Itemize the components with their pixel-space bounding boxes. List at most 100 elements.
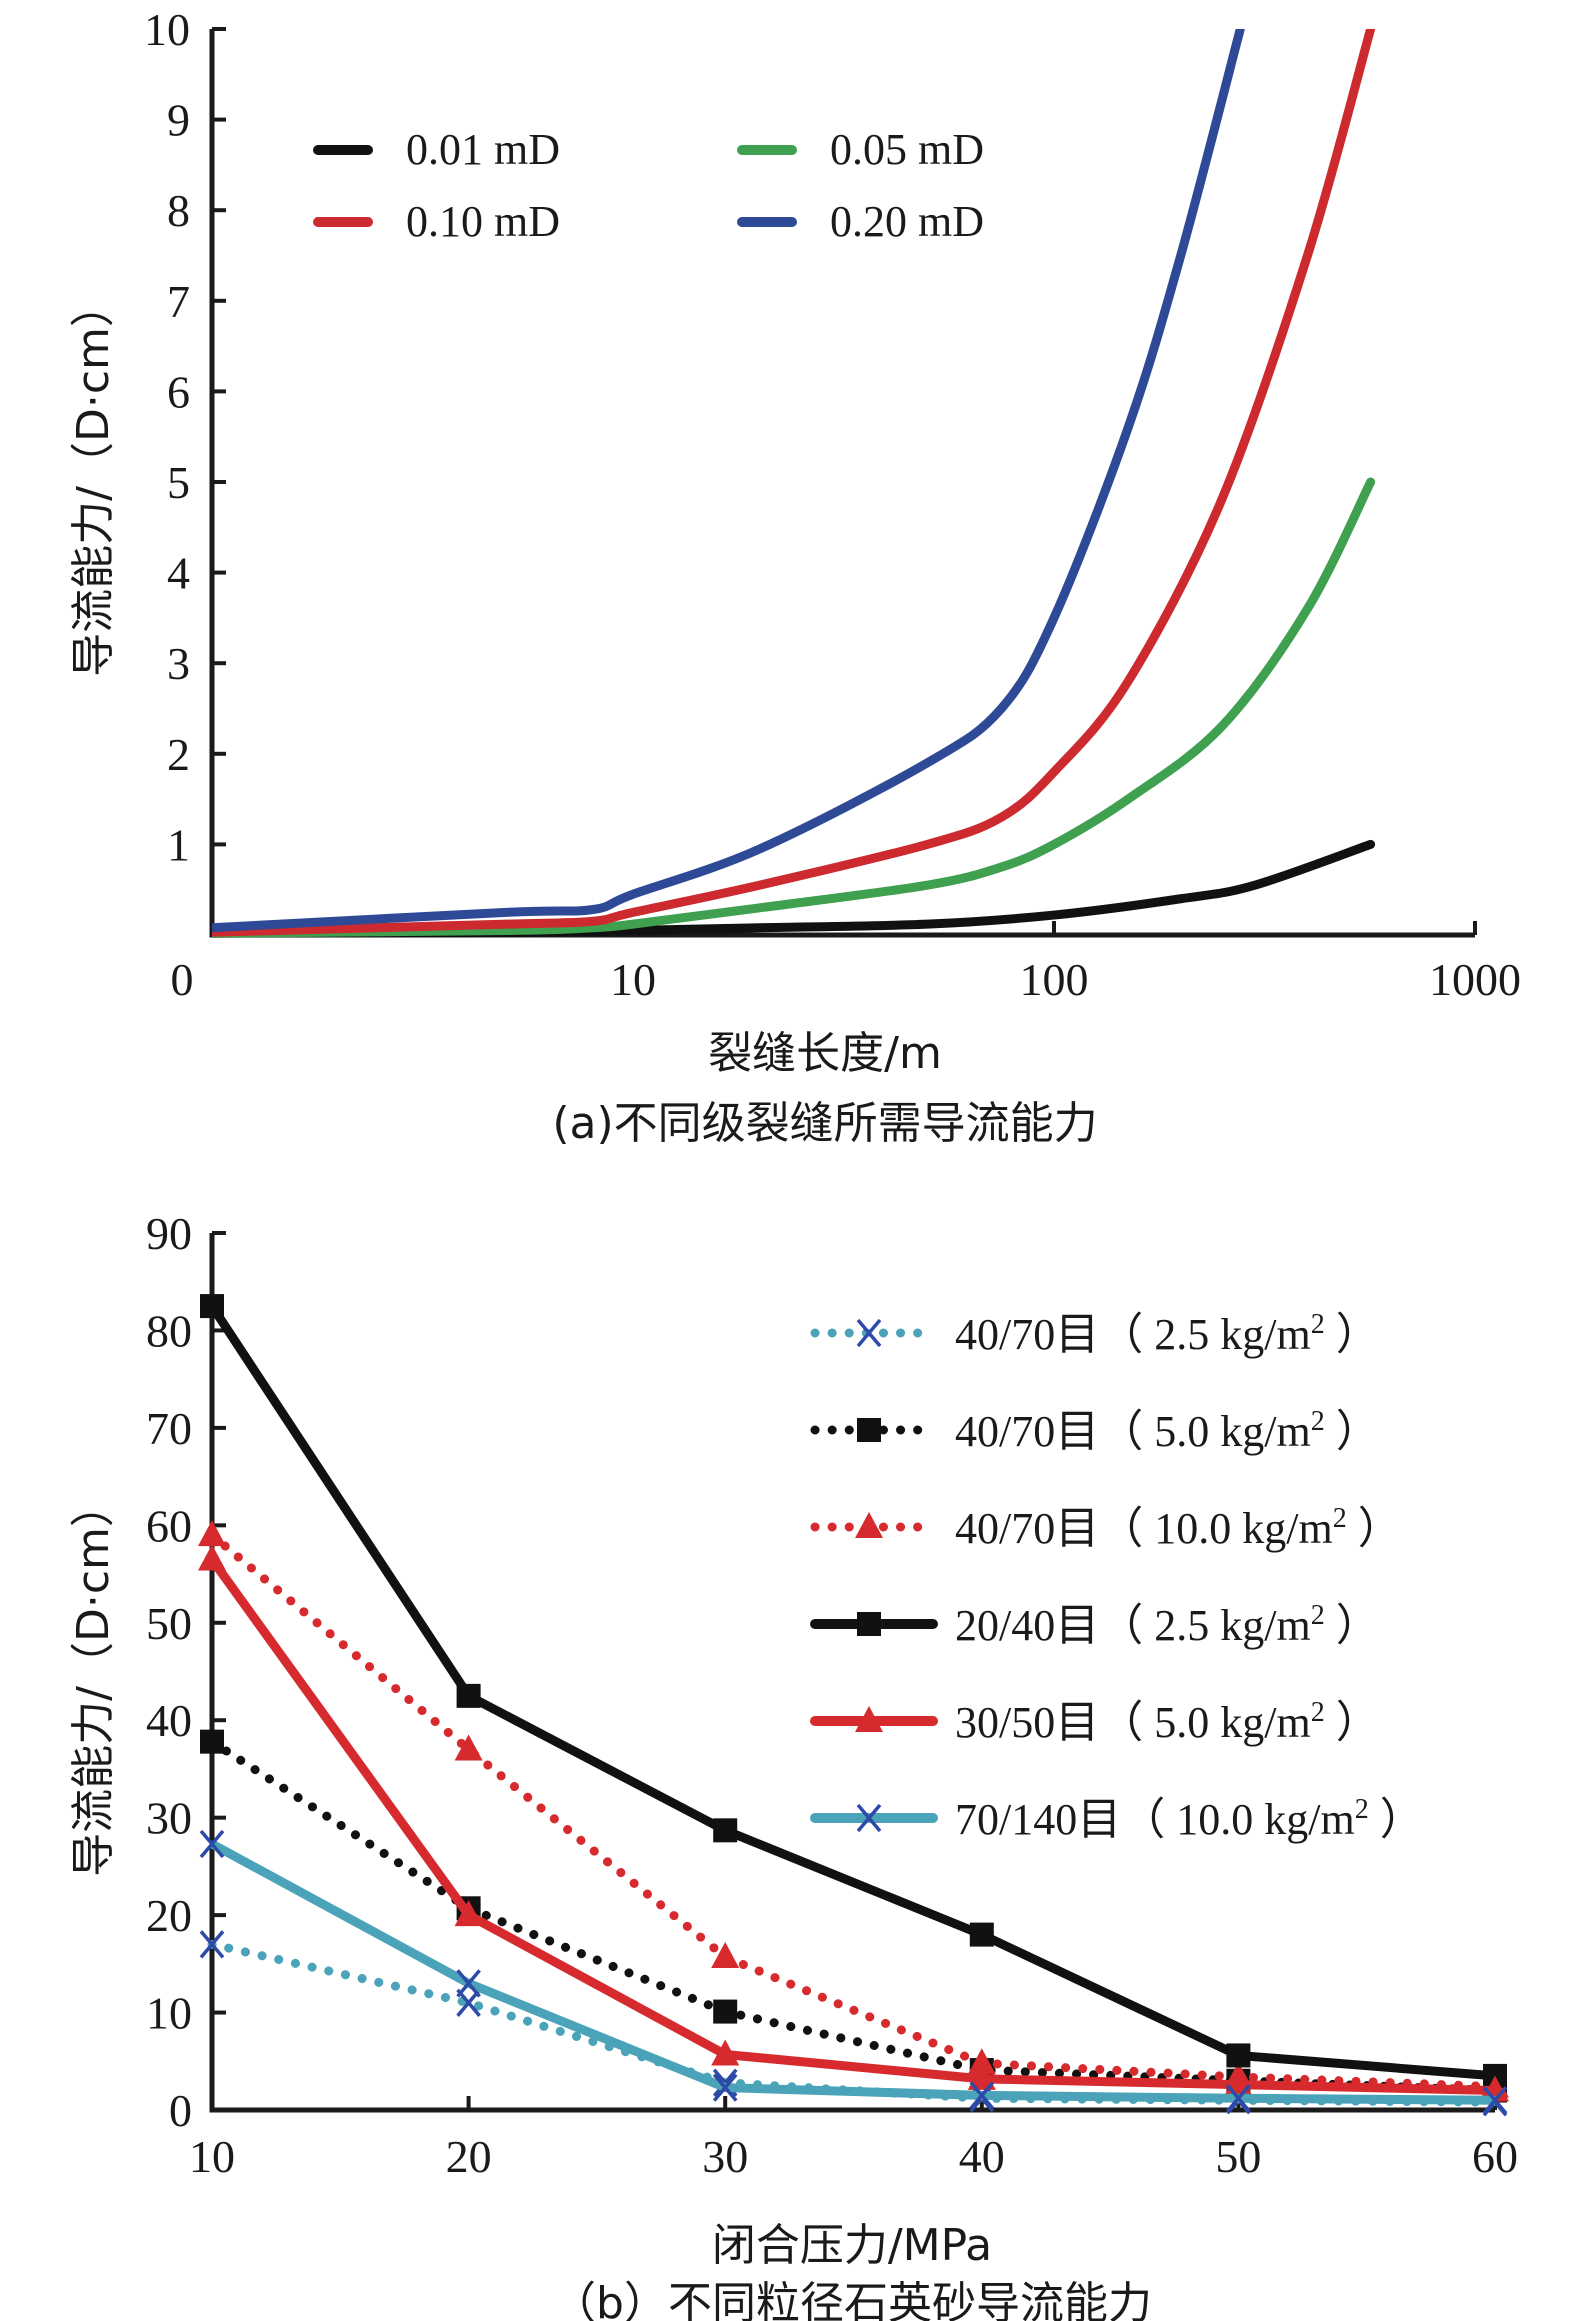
series-line-0-10-mD (212, 29, 1376, 937)
x-tick-label: 1000 (1429, 954, 1521, 1005)
x-tick-label: 100 (1020, 954, 1089, 1005)
legend-label-end: ） (1325, 1698, 1380, 1747)
y-tick-label: 10 (146, 1988, 192, 2039)
series-4 (198, 1544, 1509, 2102)
y-tick-label: 60 (146, 1500, 192, 1551)
y-tick-label: 30 (146, 1793, 192, 1844)
data-point-marker-x (199, 1829, 225, 1859)
x-tick-label: 10 (189, 2131, 235, 2182)
legend-label: 0.05 mD (830, 125, 984, 174)
legend-label: 70/140目（ 10.0 kg/m2 ） (955, 1794, 1424, 1844)
x-tick-label: 0 (171, 954, 194, 1005)
x-tick-label: 40 (959, 2131, 1005, 2182)
series-1 (200, 1729, 1507, 2103)
legend-marker-triangle (855, 1706, 883, 1732)
legend-marker-x (856, 1318, 882, 1348)
y-tick-label: 0 (169, 2085, 192, 2136)
data-point-marker-triangle (967, 2048, 996, 2075)
legend-label: 30/50目（ 5.0 kg/m2 ） (955, 1697, 1380, 1747)
series-5 (199, 1829, 1508, 2115)
y-tick-label: 7 (167, 276, 190, 327)
chart-a-series (212, 29, 1376, 938)
y-tick-label: 90 (146, 1208, 192, 1259)
series-line-0-20-mD (212, 29, 1245, 933)
y-tick-label: 40 (146, 1695, 192, 1746)
legend-label-main: 40/70目（ 10.0 kg/m (955, 1504, 1333, 1553)
y-tick-label: 6 (167, 366, 190, 417)
legend-label-end: ） (1325, 1310, 1380, 1359)
legend-label-superscript: 2 (1311, 1600, 1325, 1631)
legend-label-end: ） (1325, 1407, 1380, 1456)
data-point-marker-square (969, 1922, 994, 1947)
legend-marker-square (857, 1612, 881, 1636)
series-3 (200, 1294, 1507, 2088)
legend-label-main: 40/70目（ 5.0 kg/m (955, 1407, 1311, 1456)
data-point-marker-triangle (454, 1734, 483, 1761)
series-line-solid (208, 1303, 1496, 2081)
series-line-0-05-mD (212, 477, 1376, 938)
legend-label: 20/40目（ 2.5 kg/m2 ） (955, 1600, 1380, 1650)
data-point-marker-square (713, 1999, 738, 2024)
chart-a-caption: (a)不同级裂缝所需导流能力 (552, 1098, 1097, 1149)
legend-label-end: ） (1325, 1601, 1380, 1650)
y-tick-label: 20 (146, 1890, 192, 1941)
x-tick-label: 50 (1215, 2131, 1261, 2182)
series-line-solid (209, 1840, 1496, 2105)
data-point-marker-square (1226, 2043, 1251, 2068)
x-tick-label: 30 (702, 2131, 748, 2182)
y-tick-label: 70 (146, 1403, 192, 1454)
y-tick-label: 9 (167, 95, 190, 146)
chart-b-x-axis-label: 闭合压力/MPa (712, 2220, 992, 2271)
legend-label: 0.10 mD (406, 197, 560, 246)
chart-b-caption: （b）不同粒径石英砂导流能力 (552, 2278, 1152, 2321)
data-point-marker-x (969, 2081, 995, 2110)
data-point-marker-x (1226, 2084, 1251, 2113)
chart-b-axes (209, 1233, 1495, 2113)
legend-marker-x (856, 1803, 882, 1833)
y-tick-label: 1 (167, 819, 190, 870)
data-point-marker-triangle (711, 2039, 740, 2066)
chart-a-x-axis-label: 裂缝长度/m (708, 1028, 942, 1079)
legend-marker-triangle (855, 1512, 883, 1538)
chart-a-legend: 0.01 mD 0.05 mD 0.10 mD 0.20 mD (313, 125, 984, 246)
series-line-dotted (207, 1530, 1500, 2092)
series-line-solid (208, 1556, 1496, 2096)
legend-label-end: ） (1369, 1795, 1424, 1844)
chart-a-y-axis-label: 导流能力/（D·cm） (68, 283, 119, 677)
data-point-marker-square (200, 1294, 224, 1319)
legend-label: 40/70目（ 10.0 kg/m2 ） (955, 1503, 1402, 1553)
legend-label: 0.01 mD (406, 125, 560, 174)
legend-label: 40/70目（ 5.0 kg/m2 ） (955, 1406, 1380, 1456)
legend-label-main: 20/40目（ 2.5 kg/m (955, 1601, 1311, 1650)
data-point-marker-triangle (454, 1900, 483, 1927)
legend-marker-square (857, 1418, 881, 1442)
x-tick-label: 10 (610, 954, 656, 1005)
data-point-marker-triangle (198, 1520, 226, 1547)
y-tick-label: 3 (167, 638, 190, 689)
legend-label-main: 70/140目（ 10.0 kg/m (955, 1795, 1355, 1844)
x-tick-label: 60 (1472, 2131, 1518, 2182)
x-tick-label: 20 (446, 2131, 492, 2182)
legend-label-superscript: 2 (1311, 1697, 1325, 1728)
legend-label-main: 30/50目（ 5.0 kg/m (955, 1698, 1311, 1747)
legend-label-end: ） (1347, 1504, 1402, 1553)
legend-label: 40/70目（ 2.5 kg/m2 ） (955, 1309, 1380, 1359)
y-tick-label: 5 (167, 457, 190, 508)
data-point-marker-triangle (711, 1942, 740, 1969)
data-point-marker-square (456, 1683, 481, 1708)
y-tick-label: 80 (146, 1305, 192, 1356)
data-point-marker-square (200, 1729, 224, 1754)
chart-b-legend: 40/70目（ 2.5 kg/m2 ）40/70目（ 5.0 kg/m2 ）40… (810, 1309, 1424, 1844)
y-tick-label: 10 (144, 4, 190, 55)
series-line-dotted (207, 1939, 1500, 2107)
chart-b-series (198, 1294, 1509, 2117)
data-point-marker-x (199, 1930, 225, 1959)
data-point-marker-triangle (198, 1544, 226, 1571)
legend-label-superscript: 2 (1333, 1503, 1347, 1534)
legend-label-main: 40/70目（ 2.5 kg/m (955, 1310, 1311, 1359)
legend-label-superscript: 2 (1311, 1406, 1325, 1437)
